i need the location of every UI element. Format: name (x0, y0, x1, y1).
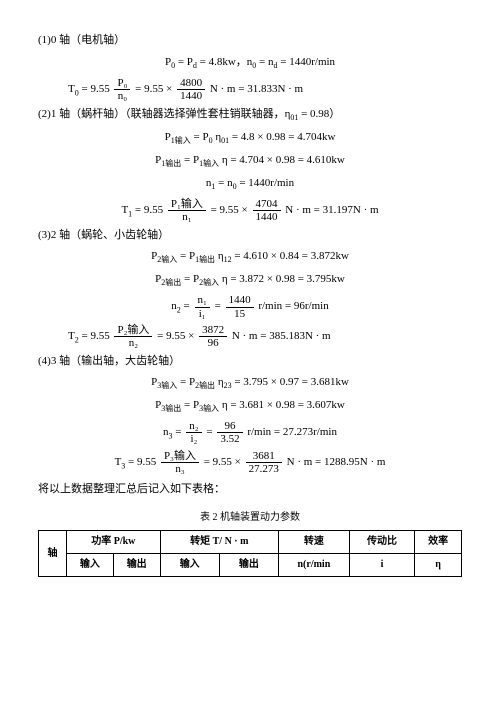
th-torque: 转矩 T/ N · m (160, 531, 278, 554)
th-ratio: 传动比 (349, 531, 414, 554)
section-1-title: (2)1 轴（蜗杆轴）（联轴器选择弹性套柱销联轴器，η01 = 0.98） (38, 106, 462, 125)
th-shaft: 轴 (39, 531, 67, 577)
th-speed2: n(r/min (279, 554, 350, 577)
eq-n1: n1 = n0 = 1440r/min (38, 175, 462, 194)
eq-n2: n2 = n₁i₁ = 144015 r/min = 96r/min (38, 294, 462, 319)
eq-p0: P0 = Pd = 4.8kw，n0 = nd = 1440r/min (38, 54, 462, 73)
eq-t2: T2 = 9.55 P₂输入n₂ = 9.55 × 387296 N · m =… (38, 324, 462, 349)
th-power: 功率 P/kw (67, 531, 161, 554)
summary-note: 将以上数据整理汇总后记入如下表格： (38, 481, 462, 499)
eq-p2out: P2输出 = P2输入 η = 3.872 × 0.98 = 3.795kw (38, 271, 462, 290)
table-caption: 表 2 机轴装置动力参数 (38, 510, 462, 526)
th-torque-in: 输入 (160, 554, 219, 577)
th-ratio2: i (349, 554, 414, 577)
eq-p3in: P3输入 = P2输出 η23 = 3.795 × 0.97 = 3.681kw (38, 374, 462, 393)
eq-n3: n3 = n₂i₂ = 963.52 r/min = 27.273r/min (38, 420, 462, 445)
eq-p3out: P3输出 = P3输入 η = 3.681 × 0.98 = 3.607kw (38, 397, 462, 416)
th-eff2: η (415, 554, 462, 577)
section-3-title: (4)3 轴（输出轴，大齿轮轴） (38, 353, 462, 371)
th-torque-out: 输出 (219, 554, 278, 577)
eq-p1in: P1输入 = P0 η01 = 4.8 × 0.98 = 4.704kw (38, 129, 462, 148)
eq-t0: T0 = 9.55 P₀n₀ = 9.55 × 48001440 N · m =… (38, 77, 462, 102)
section-0-title: (1)0 轴（电机轴） (38, 32, 462, 50)
eq-p1out: P1输出 = P1输入 η = 4.704 × 0.98 = 4.610kw (38, 152, 462, 171)
th-power-out: 输出 (113, 554, 160, 577)
section-2-title: (3)2 轴（蜗轮、小齿轮轴） (38, 227, 462, 245)
th-eff: 效率 (415, 531, 462, 554)
eq-p2in: P2输入 = P1输出 η12 = 4.610 × 0.84 = 3.872kw (38, 248, 462, 267)
th-power-in: 输入 (67, 554, 114, 577)
params-table: 轴 功率 P/kw 转矩 T/ N · m 转速 传动比 效率 输入 输出 输入… (38, 530, 462, 577)
eq-t3: T3 = 9.55 P₃输入n₃ = 9.55 × 368127.273 N ·… (38, 450, 462, 475)
eq-t1: T1 = 9.55 P₁输入n₁ = 9.55 × 47041440 N · m… (38, 198, 462, 223)
th-speed: 转速 (279, 531, 350, 554)
